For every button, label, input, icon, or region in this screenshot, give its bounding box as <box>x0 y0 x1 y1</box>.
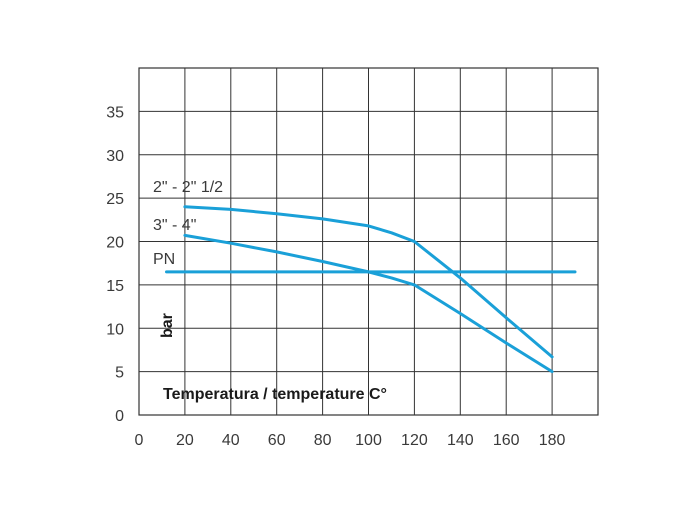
y-tick-label: 0 <box>115 408 124 425</box>
tick-labels: 0 20 40 60 80 100 120 140 160 180 0 5 10 15 20 25 30 35 <box>106 104 565 449</box>
y-tick-label: 15 <box>106 278 124 295</box>
x-tick-label: 160 <box>493 432 520 449</box>
series-line-2in <box>183 205 554 359</box>
grid <box>138 67 599 416</box>
x-tick-label: 80 <box>314 432 332 449</box>
x-tick-label: 40 <box>222 432 240 449</box>
y-tick-label: 30 <box>106 148 124 165</box>
x-tick-label: 60 <box>268 432 286 449</box>
x-tick-label: 180 <box>539 432 566 449</box>
y-axis-title: bar <box>159 313 176 338</box>
x-tick-label: 0 <box>135 432 144 449</box>
series-line-3in <box>183 233 554 374</box>
x-tick-label: 120 <box>401 432 428 449</box>
y-tick-label: 10 <box>106 321 124 338</box>
series-lines <box>165 205 577 374</box>
series-label-pn: PN <box>153 251 175 268</box>
x-tick-label: 100 <box>355 432 382 449</box>
y-tick-label: 5 <box>115 365 124 382</box>
y-tick-label: 20 <box>106 235 124 252</box>
x-tick-label: 20 <box>176 432 194 449</box>
series-labels: 2" - 2" 1/2 3" - 4" PN <box>153 179 223 268</box>
y-tick-label: 35 <box>106 104 124 121</box>
series-label-3in: 3" - 4" <box>153 217 196 234</box>
series-label-2in: 2" - 2" 1/2 <box>153 179 223 196</box>
x-tick-label: 140 <box>447 432 474 449</box>
x-axis-title: Temperatura / temperature C° <box>163 386 387 403</box>
y-tick-label: 25 <box>106 191 124 208</box>
